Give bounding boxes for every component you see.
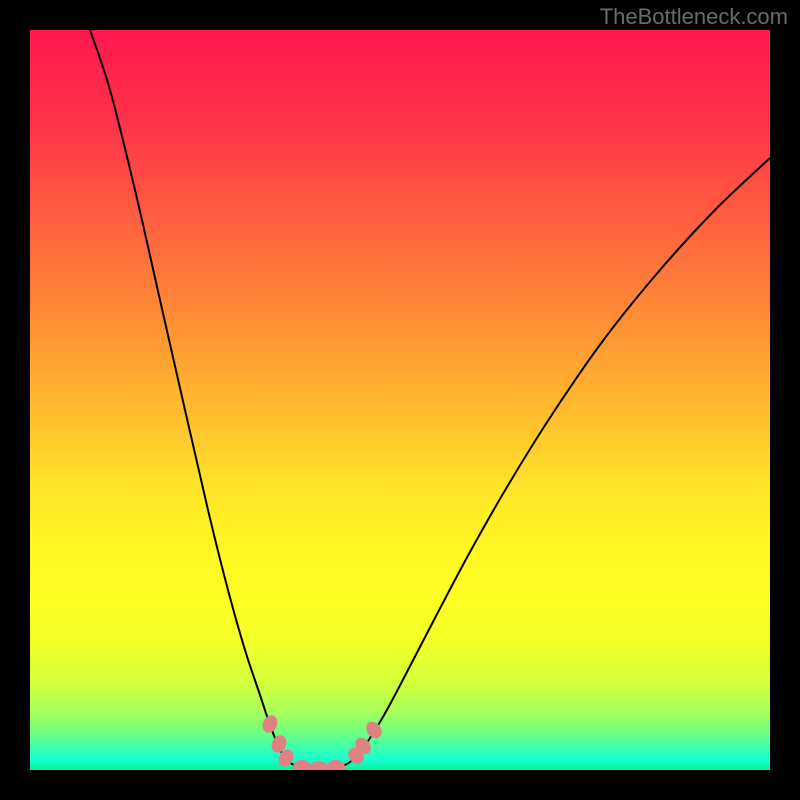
watermark-text: TheBottleneck.com <box>600 4 788 30</box>
plot-background <box>30 30 770 770</box>
plot-svg <box>30 30 770 770</box>
plot-area <box>30 30 770 770</box>
chart-container: TheBottleneck.com <box>0 0 800 800</box>
